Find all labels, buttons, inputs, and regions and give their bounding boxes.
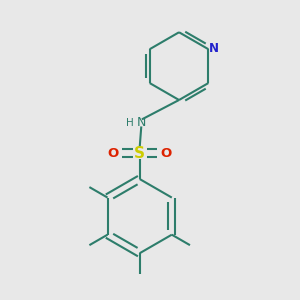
Text: H: H (126, 118, 134, 128)
Text: O: O (161, 147, 172, 160)
Text: O: O (107, 147, 118, 160)
Text: N: N (209, 42, 219, 55)
Text: S: S (134, 146, 145, 161)
Text: N: N (136, 116, 146, 129)
